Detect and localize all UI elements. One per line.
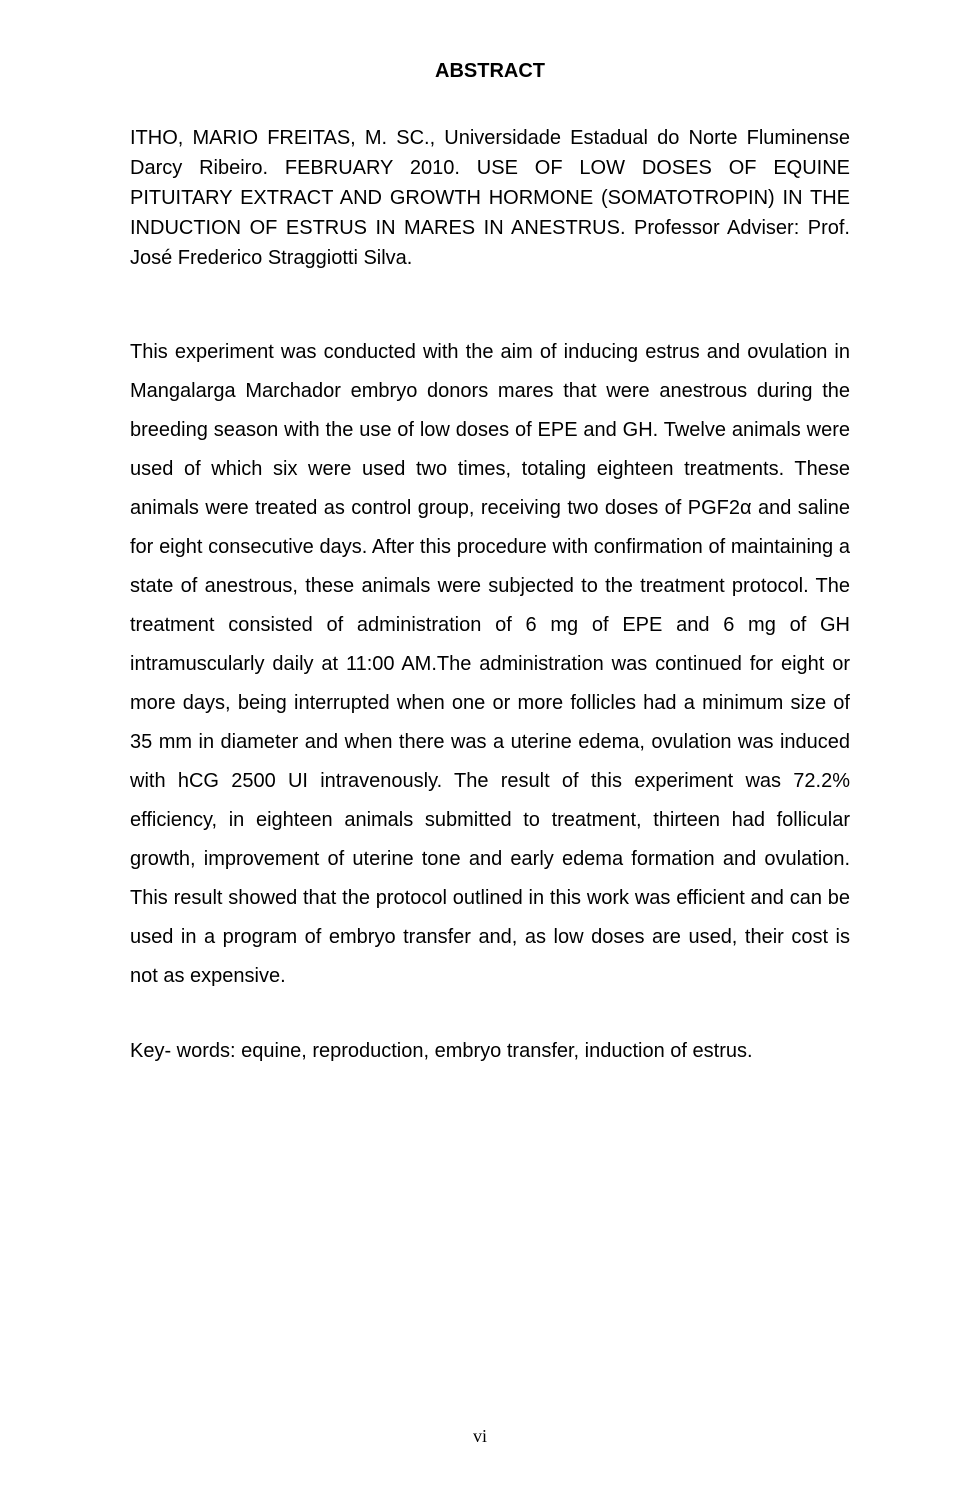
abstract-body: This experiment was conducted with the a…: [130, 333, 850, 996]
page-number: vi: [0, 1426, 960, 1447]
abstract-title: ABSTRACT: [130, 60, 850, 83]
keywords-line: Key- words: equine, reproduction, embryo…: [130, 1036, 850, 1066]
citation-block: ITHO, MARIO FREITAS, M. SC., Universidad…: [130, 123, 850, 273]
